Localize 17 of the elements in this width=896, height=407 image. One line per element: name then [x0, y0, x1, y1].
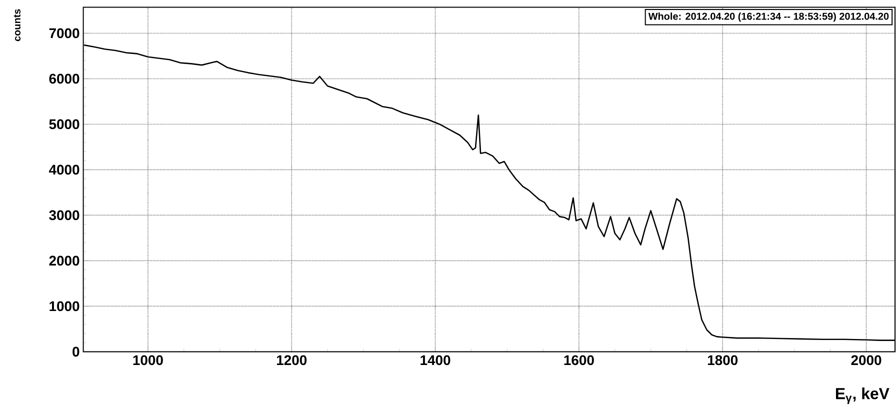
x-axis-title: E$_{γ}$, keV	[836, 387, 890, 404]
x-tick-label: 1600	[564, 355, 594, 365]
y-tick-label: 1000	[50, 301, 80, 311]
y-tick-label: 0	[72, 346, 80, 356]
x-tick-label: 1400	[420, 355, 450, 365]
chart-title: Whole: 2012.04.20 (16:21:34 -- 18:53:59) 2012.04.20	[648, 12, 889, 22]
y-tick-label: 7000	[49, 28, 80, 38]
y-tick-label: 2000	[49, 256, 80, 266]
x-tick-label: 1800	[708, 355, 738, 365]
y-tick-label: 4000	[48, 164, 80, 175]
y-tick-label: 3000	[49, 210, 80, 220]
y-tick-label: 5000	[49, 119, 80, 130]
y-axis-title: counts	[14, 9, 20, 41]
y-tick-label: 6000	[49, 74, 80, 84]
x-tick-label: 2000	[851, 355, 882, 365]
x-tick-label: 1200	[276, 355, 307, 365]
x-tick-label: 1000	[133, 355, 163, 365]
